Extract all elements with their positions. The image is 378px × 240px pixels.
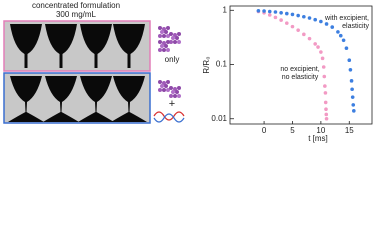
data-point [338,33,343,38]
polymer-wave [153,111,185,121]
x-tick-label: 10 [316,126,325,135]
data-point [307,36,312,41]
data-point [285,21,289,25]
plot-frame [229,5,373,125]
data-point [302,32,306,37]
y-tick-label: 0.1 [216,60,228,69]
data-point [323,100,328,105]
data-point [313,42,318,46]
data-point [319,19,323,24]
photo-top [3,20,151,72]
x-tick-label: 15 [345,126,354,135]
annotation: elasticity [342,23,369,30]
data-point [330,25,335,29]
data-point [324,112,329,117]
x-tick-label: 0 [262,126,267,135]
data-point [324,22,329,26]
data-point [321,65,326,69]
x-tick-label: 5 [290,126,295,135]
panel-subtitle: 300 mg/mL [56,10,97,19]
y-tick-label: 0.01 [211,114,227,123]
only-label: only [165,55,180,64]
data-point [344,46,349,50]
annotation: with excipient, [324,15,369,22]
data-point [351,103,356,107]
y-axis-label: R/R₀ [202,56,211,73]
data-point [320,56,325,61]
data-point [350,87,354,92]
data-point [279,10,283,15]
data-point [279,18,283,22]
annotation: no elasticity [282,74,319,81]
data-point [256,8,261,13]
data-point [323,91,328,95]
data-point [347,58,352,63]
data-point [324,116,329,121]
data-point [302,14,306,19]
data-point [348,67,353,72]
data-point [341,38,346,43]
data-point [319,50,323,54]
data-point [285,11,289,16]
polymer-wave [153,113,185,123]
photo-bottom [3,72,151,124]
annotation: no excipient, [280,66,319,73]
data-point [290,24,295,29]
data-point [316,45,320,49]
panel-title: concentrated formulation [32,1,120,10]
data-point [273,10,278,14]
plus-label: + [169,98,175,110]
data-point [267,9,272,14]
data-point [262,9,266,13]
data-point [273,15,278,20]
data-point [307,16,312,20]
data-point [296,28,300,32]
data-point [313,17,318,22]
data-point [322,74,327,79]
y-tick-label: 1 [223,5,228,14]
x-axis-label: t [ms] [308,134,328,143]
data-point [352,109,356,113]
data-point [350,95,355,99]
data-point [324,107,328,111]
data-point [267,13,272,17]
figure: concentrated formulation 300 mg/mL only … [3,1,373,143]
data-point [336,30,340,34]
data-point [323,84,327,88]
data-point [349,79,354,83]
data-point [296,13,300,18]
data-point [290,12,295,17]
